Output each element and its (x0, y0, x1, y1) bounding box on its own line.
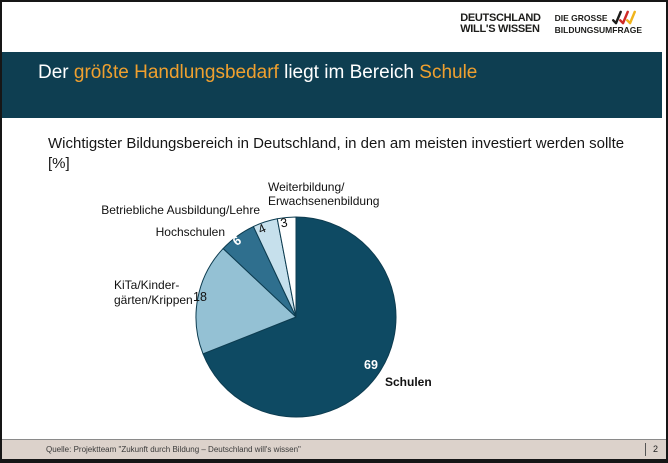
survey-logo-line2: BILDUNGSUMFRAGE (554, 25, 642, 35)
footer-bar: Quelle: Projektteam "Zukunft durch Bildu… (2, 440, 666, 459)
survey-logo: DIE GROSSE BILDUNGSUMFRAGE (554, 10, 642, 35)
survey-logo-line1: DIE GROSSE (554, 13, 608, 23)
chart-subtitle: Wichtigster Bildungsbereich in Deutschla… (48, 134, 624, 174)
label-kita-line1: KiTa/Kinder- (114, 278, 180, 292)
label-weiterbildung-line1: Weiterbildung/ (268, 180, 345, 194)
label-weiterbildung-line2: Erwachsenenbildung (268, 194, 380, 208)
pie-slice-1 (195, 248, 297, 355)
label-weiterbildung: Weiterbildung/ Erwachsenenbildung (268, 180, 379, 208)
label-kita: KiTa/Kinder- gärten/Krippen (114, 278, 193, 308)
brand-logo-line2: WILL'S WISSEN (460, 23, 540, 35)
chart-subtitle-line2: [%] (48, 155, 70, 172)
title-part-4-highlight: Schule (419, 62, 478, 83)
footer-divider (2, 439, 666, 440)
page-number: 2 (644, 443, 658, 456)
value-schulen: 69 (364, 358, 378, 372)
value-kita: 18 (193, 290, 207, 304)
pie-chart-svg (195, 216, 397, 418)
title-part-1: Der (38, 62, 74, 83)
brand-logo-line1: DEUTSCHLAND (460, 12, 541, 24)
label-kita-line2: gärten/Krippen (114, 293, 193, 307)
slide-title: Der größte Handlungsbedarf liegt im Bere… (38, 62, 477, 84)
chart-subtitle-line1: Wichtigster Bildungsbereich in Deutschla… (48, 135, 625, 152)
label-schulen: Schulen (385, 375, 432, 389)
slash-red (618, 10, 629, 25)
slash-gold (625, 10, 636, 25)
header-logos: DEUTSCHLAND WILL'S WISSEN DIE GROSSE BIL… (460, 10, 642, 35)
label-betriebliche-ausbildung: Betriebliche Ausbildung/Lehre (101, 203, 260, 217)
title-part-2-highlight: größte Handlungsbedarf (73, 62, 279, 83)
source-note: Quelle: Projektteam "Zukunft durch Bildu… (46, 445, 301, 454)
label-hochschulen: Hochschulen (155, 225, 225, 239)
pie-slice-4 (276, 216, 297, 318)
pie-slice-0 (202, 216, 397, 418)
title-bar: Der größte Handlungsbedarf liegt im Bere… (2, 52, 662, 118)
title-part-3: liegt im Bereich (278, 62, 420, 83)
brand-logo: DEUTSCHLAND WILL'S WISSEN (460, 12, 541, 35)
tricolor-slashes-icon (611, 10, 636, 25)
slash-black (611, 10, 622, 25)
